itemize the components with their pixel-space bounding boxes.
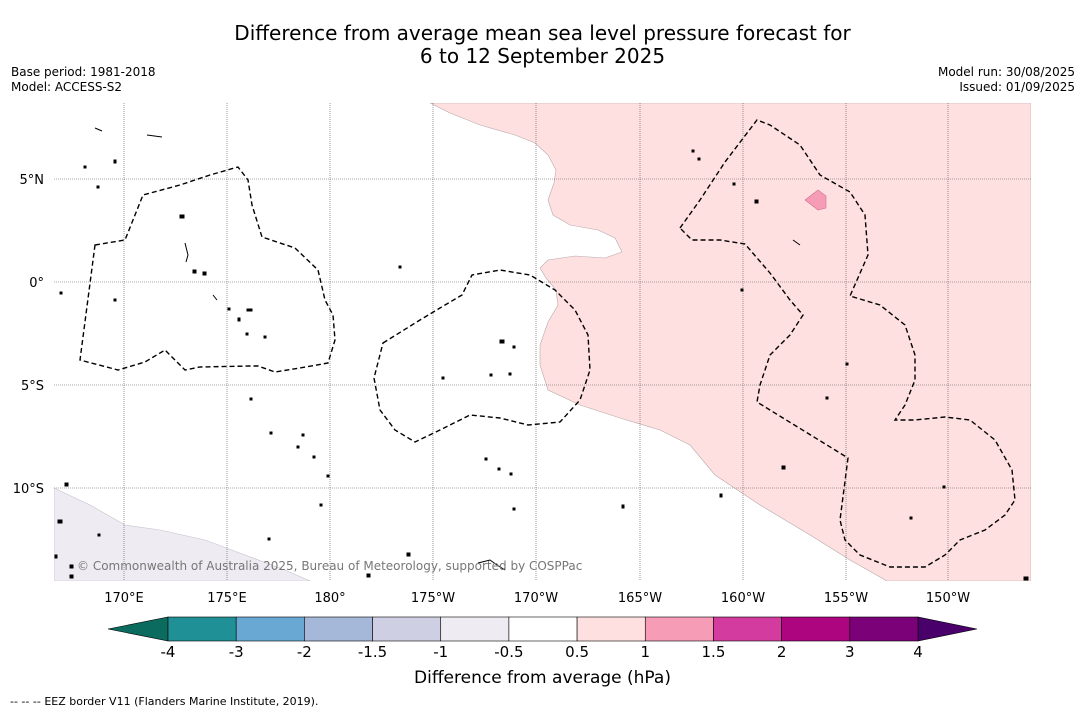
issued-date: Issued: 01/09/2025 — [959, 80, 1075, 94]
colorbar-segment — [644, 616, 714, 642]
colorbar-segment — [576, 616, 646, 642]
colorbar-min-extend — [107, 616, 169, 642]
colorbar-segment — [372, 616, 442, 642]
colorbar-tick-label: -1 — [433, 643, 448, 661]
positive-anomaly-region — [429, 103, 1031, 581]
copyright-text: © Commonwealth of Australia 2025, Bureau… — [77, 559, 582, 573]
lat-label-5s: 5°S — [21, 379, 44, 394]
colorbar-segment — [440, 616, 510, 642]
lon-label-160w: 160°W — [721, 591, 765, 606]
lon-label-175w: 175°W — [411, 591, 455, 606]
colorbar-tick-label: 1 — [640, 643, 650, 661]
model-name: Model: ACCESS-S2 — [11, 80, 123, 94]
colorbar-segment — [713, 616, 782, 642]
negative-anomaly-region — [54, 487, 311, 581]
longitude-labels: 170°E 175°E 180° 175°W 170°W 165°W 160°W… — [104, 591, 970, 606]
eez-border-kiribati-line — [679, 119, 1016, 568]
colorbar-tick-label: 0.5 — [565, 643, 589, 661]
colorbar-segment — [849, 616, 919, 642]
lon-label-150w: 150°W — [926, 591, 970, 606]
colorbar-tick-label: 4 — [913, 643, 923, 661]
colorbar-tick-label: -2 — [297, 643, 312, 661]
colorbar-tick-label: 2 — [777, 643, 787, 661]
lon-label-170e: 170°E — [104, 591, 144, 606]
colorbar-segment — [508, 616, 578, 642]
lon-label-180: 180° — [314, 591, 345, 606]
eez-border-kiribati-gilbert — [79, 166, 336, 373]
lon-label-175e: 175°E — [207, 591, 247, 606]
colorbar-segment — [235, 616, 305, 642]
chart-title-line1: Difference from average mean sea level p… — [234, 21, 851, 45]
base-period: Base period: 1981-2018 — [11, 65, 156, 79]
lon-label-155w: 155°W — [824, 591, 868, 606]
dashed-line-symbol: -- -- -- — [10, 695, 41, 708]
colorbar: -4 -3 -2 -1.5 -1 -0.5 0.5 1 1.5 2 3 4 — [107, 616, 978, 661]
lat-label-10s: 10°S — [13, 482, 44, 497]
map-panel: © Commonwealth of Australia 2025, Bureau… — [54, 103, 1031, 581]
colorbar-segment — [167, 616, 237, 642]
colorbar-tick-label: -1.5 — [358, 643, 387, 661]
lon-label-165w: 165°W — [618, 591, 662, 606]
colorbar-tick-label: -3 — [229, 643, 244, 661]
colorbar-label: Difference from average (hPa) — [414, 668, 671, 688]
eez-legend-note: -- -- -- EEZ border V11 (Flanders Marine… — [10, 695, 318, 708]
colorbar-tick-label: -0.5 — [494, 643, 523, 661]
latitude-labels: 5°N 0° 5°S 10°S — [13, 173, 44, 497]
colorbar-tick-label: 3 — [845, 643, 855, 661]
lon-label-170w: 170°W — [514, 591, 558, 606]
colorbar-segment — [304, 616, 373, 642]
islands — [54, 127, 1029, 581]
chart-title-line2: 6 to 12 September 2025 — [419, 44, 666, 68]
colorbar-tick-label: 1.5 — [702, 643, 726, 661]
strong-positive-patch — [804, 189, 827, 211]
colorbar-segment — [781, 616, 851, 642]
eez-legend-text: EEZ border V11 (Flanders Marine Institut… — [44, 695, 319, 708]
colorbar-tick-label: -4 — [161, 643, 176, 661]
model-run: Model run: 30/08/2025 — [937, 65, 1075, 79]
lat-label-5n: 5°N — [20, 173, 45, 188]
lat-label-0: 0° — [29, 276, 44, 291]
colorbar-max-extend — [917, 616, 978, 642]
